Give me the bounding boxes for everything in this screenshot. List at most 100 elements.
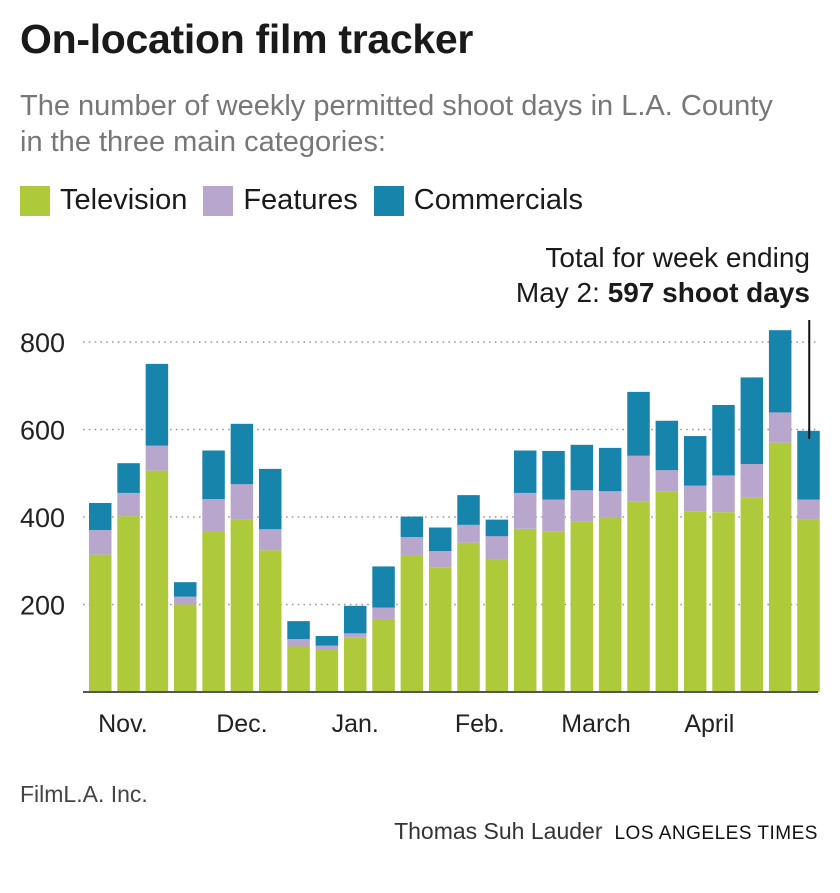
bar-segment-television — [797, 519, 820, 692]
bar-segment-television — [287, 646, 310, 692]
legend-label-television: Television — [60, 184, 188, 216]
chart-subtitle: The number of weekly permitted shoot day… — [20, 90, 773, 158]
bar-segment-commercials — [768, 330, 792, 413]
bar-segment-commercials — [712, 405, 735, 476]
bar-segment-features — [740, 464, 764, 498]
y-tick-label: 800 — [20, 328, 65, 358]
annotation-prefix: May 2: — [516, 277, 608, 308]
bar-segment-television — [542, 531, 565, 692]
bar-segment-commercials — [627, 391, 650, 456]
bar-segment-television — [89, 554, 112, 692]
bar-segment-commercials — [202, 450, 225, 500]
bar-segment-features — [287, 639, 310, 647]
bar-segment-commercials — [258, 468, 282, 530]
annotation-line-2: May 2: 597 shoot days — [516, 277, 810, 308]
bar-segment-commercials — [173, 582, 197, 597]
legend-swatch-commercials — [373, 185, 404, 216]
bar-segment-television — [683, 511, 707, 692]
bar-segment-commercials — [740, 377, 764, 465]
bar-segment-commercials — [542, 450, 565, 500]
bar-segment-features — [343, 633, 367, 638]
bar-segment-features — [542, 499, 565, 532]
bar-segment-commercials — [598, 447, 622, 492]
bar-segment-commercials — [683, 436, 707, 486]
bar-segment-commercials — [89, 503, 112, 531]
y-tick-label: 600 — [20, 416, 65, 446]
bar-segment-features — [173, 596, 197, 605]
x-tick-label: April — [684, 710, 734, 738]
bar-segment-features — [258, 529, 282, 551]
y-tick-label: 400 — [20, 503, 65, 533]
bar-segment-features — [797, 499, 820, 520]
bar-segment-television — [173, 604, 197, 692]
bar-segment-features — [457, 524, 480, 543]
bar-segment-features — [202, 499, 225, 532]
bar-segment-commercials — [343, 605, 367, 634]
x-tick-label: Feb. — [455, 710, 505, 738]
bar-segment-commercials — [428, 527, 452, 552]
bar-segment-commercials — [230, 423, 254, 485]
credit-line: Thomas Suh Lauder LOS ANGELES TIMES — [394, 818, 818, 845]
bar-segment-television — [428, 567, 452, 692]
annotation-line-1: Total for week ending — [545, 242, 810, 273]
bar-segment-features — [89, 530, 112, 555]
bar-segment-commercials — [485, 519, 509, 537]
bar-segment-television — [230, 519, 254, 692]
bar-segment-features — [627, 455, 650, 502]
bar-segment-features — [315, 645, 339, 650]
bar-segment-features — [513, 492, 537, 529]
legend-item-features: Features — [203, 184, 358, 217]
bar-segment-features — [117, 492, 140, 517]
bar-segment-features — [372, 607, 395, 619]
bar-segment-commercials — [287, 621, 310, 640]
bar-segment-television — [513, 528, 537, 692]
bar-segment-features — [145, 445, 169, 471]
x-tick-label: March — [561, 710, 630, 738]
bar-segment-television — [202, 531, 225, 692]
bar-segment-commercials — [400, 516, 424, 538]
bar-segment-commercials — [457, 495, 480, 525]
bar-segment-commercials — [372, 566, 395, 608]
bar-segment-commercials — [570, 444, 594, 491]
bar-segment-features — [655, 470, 679, 492]
bar-segment-commercials — [117, 463, 140, 493]
bar-segment-television — [145, 470, 169, 692]
bar-segment-features — [712, 475, 735, 513]
legend-swatch-television — [20, 185, 50, 216]
stacked-bar-chart: 200 400 600 800 Nov. Dec. Jan. Feb. March April To… — [20, 242, 820, 738]
x-tick-label: Jan. — [332, 710, 379, 738]
bar-segment-commercials — [315, 636, 339, 646]
bar-segment-commercials — [797, 430, 820, 500]
source-note: FilmL.A. Inc. — [20, 781, 148, 807]
bar-segment-television — [712, 512, 735, 692]
bar-segment-television — [315, 649, 339, 692]
bar-segment-features — [400, 537, 424, 556]
bar-segment-television — [570, 521, 594, 692]
chart-title: On-location film tracker — [20, 16, 474, 62]
x-tick-label: Nov. — [98, 710, 148, 738]
bar-segment-television — [598, 517, 622, 692]
legend-item-television: Television — [20, 184, 187, 217]
bar-segment-television — [258, 550, 282, 692]
bar-segment-television — [457, 542, 480, 692]
bar-segment-features — [230, 484, 254, 520]
bar-segment-television — [343, 637, 367, 692]
bar-segment-features — [683, 485, 707, 512]
bar-segment-television — [768, 442, 792, 692]
bar-segment-features — [598, 491, 622, 518]
bar-segment-television — [372, 618, 395, 692]
bar-segment-television — [740, 497, 764, 692]
bar-segment-television — [627, 501, 650, 692]
legend-label-features: Features — [243, 184, 358, 216]
bar-segment-television — [485, 559, 509, 692]
legend-label-commercials: Commercials — [413, 184, 583, 216]
bar-segment-features — [768, 412, 792, 443]
x-tick-label: Dec. — [216, 710, 267, 738]
bar-segment-television — [117, 516, 140, 692]
legend: Television Features Commercials — [20, 184, 599, 217]
bar-segment-features — [428, 551, 452, 568]
bar-segment-commercials — [655, 420, 679, 471]
bar-segment-commercials — [145, 363, 169, 446]
bar-segment-features — [570, 490, 594, 522]
bar-segment-features — [485, 536, 509, 560]
